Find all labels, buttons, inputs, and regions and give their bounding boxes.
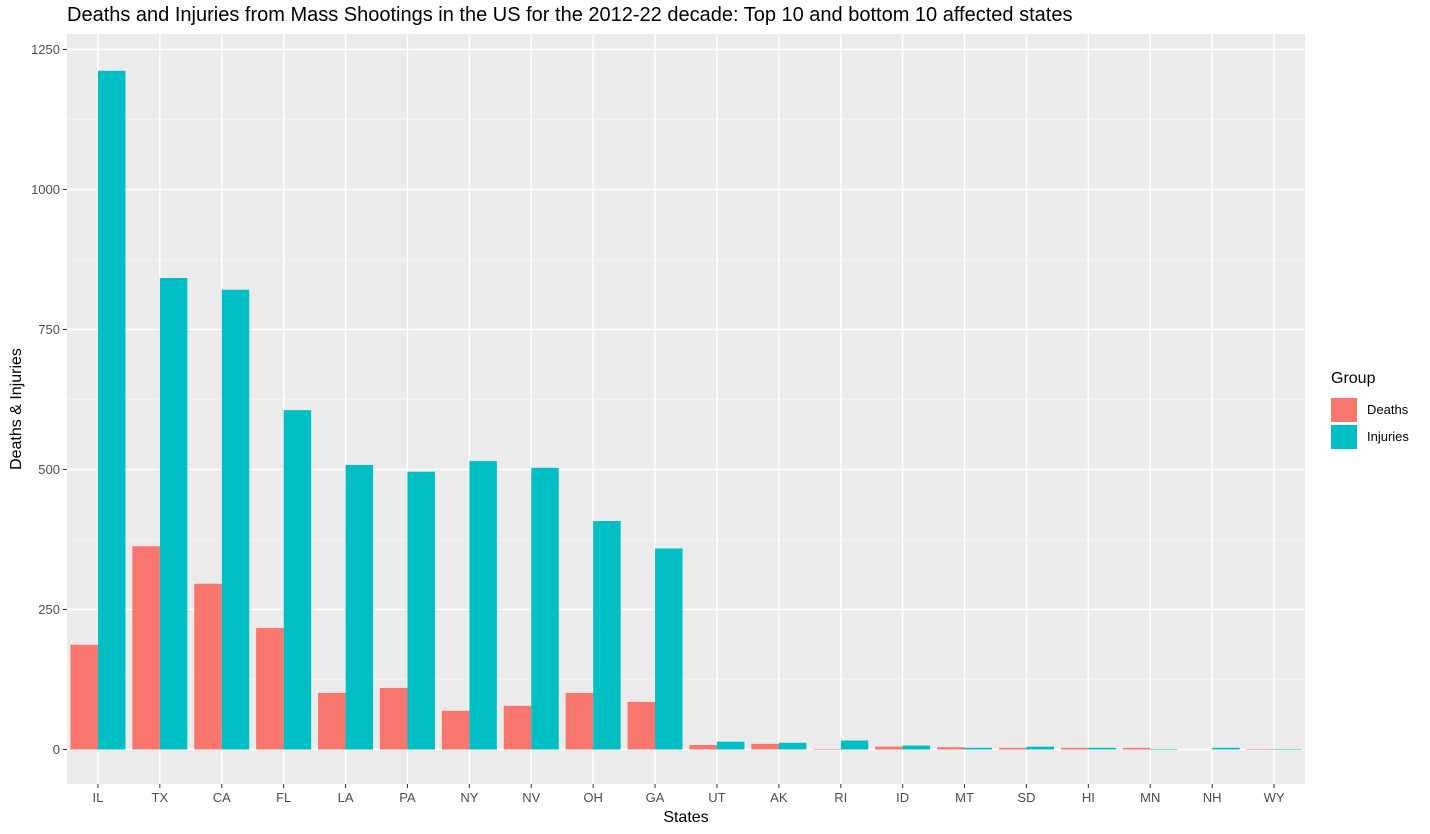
bar-deaths-hi — [1060, 747, 1089, 750]
y-axis-title: Deaths & Injuries — [8, 348, 25, 470]
bars — [70, 70, 1302, 750]
plot-panel — [67, 34, 1305, 784]
bar-injuries-pa — [407, 471, 435, 750]
bar-deaths-sd — [998, 747, 1027, 750]
x-tick-label-ut: UT — [708, 790, 725, 805]
bar-injuries-la — [345, 465, 374, 750]
bar-injuries-oh — [593, 521, 621, 750]
x-tick-label-fl: FL — [276, 790, 291, 805]
legend-title: Group — [1331, 370, 1376, 387]
bar-injuries-fl — [283, 410, 312, 750]
x-tick-label-ri: RI — [834, 790, 847, 805]
y-tick-label: 1000 — [31, 182, 60, 197]
bar-injuries-ut — [716, 741, 745, 750]
x-tick-label-pa: PA — [399, 790, 416, 805]
bar-deaths-ny — [441, 710, 470, 750]
legend-key-injuries — [1331, 424, 1357, 449]
x-tick-label-mt: MT — [955, 790, 974, 805]
y-tick-label: 250 — [38, 602, 60, 617]
x-tick-label-wy: WY — [1264, 790, 1285, 805]
y-tick-label: 750 — [38, 322, 60, 337]
x-tick-label-ny: NY — [460, 790, 478, 805]
x-axis-title: States — [663, 809, 708, 826]
bar-deaths-mt — [937, 747, 965, 750]
legend-item-deaths: Deaths — [1331, 396, 1409, 423]
bar-injuries-nv — [531, 467, 559, 750]
bar-injuries-wy — [1274, 748, 1302, 750]
x-tick-label-sd: SD — [1017, 790, 1035, 805]
bar-injuries-ca — [221, 289, 250, 750]
x-tick-label-ca: CA — [213, 790, 231, 805]
bar-injuries-mn — [1150, 748, 1178, 750]
chart-title: Deaths and Injuries from Mass Shootings … — [67, 4, 1073, 26]
bar-deaths-ri — [813, 748, 841, 750]
bar-injuries-ri — [840, 740, 869, 750]
x-tick-label-mn: MN — [1140, 790, 1160, 805]
legend-key-deaths — [1331, 397, 1357, 422]
y-tick-label: 500 — [38, 462, 60, 477]
bar-deaths-il — [70, 644, 98, 750]
bar-injuries-ga — [655, 548, 683, 750]
bar-deaths-nv — [503, 705, 532, 750]
x-tick-label-il: IL — [93, 790, 104, 805]
bar-injuries-nh — [1212, 747, 1240, 750]
x-tick-label-la: LA — [338, 790, 354, 805]
x-tick-label-id: ID — [896, 790, 909, 805]
bar-deaths-oh — [565, 692, 594, 750]
legend-item-injuries: Injuries — [1331, 423, 1409, 450]
y-tick-label: 0 — [53, 742, 60, 757]
bar-deaths-ca — [194, 583, 222, 750]
bar-deaths-ga — [627, 701, 656, 750]
x-tick-label-tx: TX — [152, 790, 169, 805]
bar-injuries-il — [97, 70, 126, 750]
x-tick-label-hi: HI — [1082, 790, 1095, 805]
x-tick-label-ak: AK — [770, 790, 788, 805]
bar-deaths-ut — [689, 745, 717, 750]
bar-deaths-wy — [1246, 748, 1275, 750]
x-tick-label-nv: NV — [522, 790, 540, 805]
bar-deaths-id — [875, 746, 903, 750]
x-tick-label-nh: NH — [1203, 790, 1222, 805]
bar-deaths-tx — [132, 546, 160, 750]
bar-deaths-mn — [1122, 747, 1151, 750]
bar-injuries-id — [902, 745, 931, 750]
axes: 0 250 500 750 1000 1250 IL TX CA FL LA PA NY NV OH GA UT… — [31, 42, 1285, 805]
bar-injuries-tx — [159, 277, 188, 750]
legend-label-deaths: Deaths — [1367, 402, 1409, 417]
x-tick-label-oh: OH — [583, 790, 603, 805]
legend: Group Deaths Injuries — [1331, 370, 1409, 450]
bar-deaths-pa — [379, 687, 408, 750]
legend-label-injuries: Injuries — [1367, 429, 1409, 444]
bar-deaths-la — [318, 692, 346, 750]
bar-injuries-ak — [778, 742, 807, 750]
bar-injuries-mt — [964, 747, 993, 750]
y-tick-label: 1250 — [31, 42, 60, 57]
bar-injuries-ny — [469, 461, 497, 750]
x-tick-label-ga: GA — [646, 790, 665, 805]
bar-deaths-ak — [751, 743, 779, 750]
bar-injuries-hi — [1088, 747, 1116, 750]
bar-deaths-fl — [256, 627, 284, 750]
bar-injuries-sd — [1026, 746, 1054, 750]
